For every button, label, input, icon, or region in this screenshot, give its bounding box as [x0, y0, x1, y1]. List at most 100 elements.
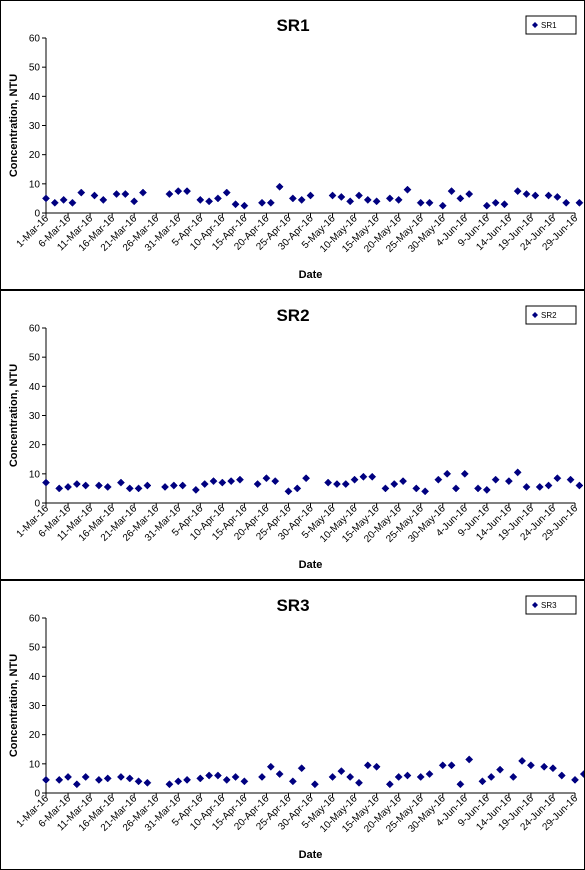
legend-marker [532, 602, 538, 608]
data-point [328, 773, 337, 781]
y-axis-label: Concentration, NTU [8, 364, 20, 467]
data-point [275, 770, 284, 778]
data-point [125, 774, 134, 783]
data-point [288, 194, 297, 203]
data-point [275, 182, 284, 191]
legend-label: SR1 [541, 21, 557, 30]
data-point [94, 775, 103, 784]
x-axis-label: Date [299, 849, 323, 861]
data-point [77, 188, 86, 197]
data-point [297, 195, 306, 204]
data-point [465, 190, 474, 198]
data-point [522, 483, 531, 491]
data-point [456, 780, 465, 789]
data-point [266, 198, 275, 207]
data-point [169, 481, 178, 490]
data-point [531, 191, 540, 200]
data-point [236, 475, 244, 484]
y-tick-label: 30 [29, 701, 41, 712]
data-point [355, 778, 363, 787]
data-point [478, 777, 487, 786]
data-point [421, 487, 430, 496]
data-point [491, 475, 500, 484]
data-point [68, 198, 77, 207]
x-axis-label: Date [299, 559, 323, 571]
data-point [240, 777, 249, 786]
data-point [372, 762, 381, 771]
data-point [112, 190, 121, 198]
data-point [482, 485, 491, 494]
data-point [425, 770, 434, 778]
chart-sr1: SR101020304050601-Mar-166-Mar-1611-Mar-1… [8, 15, 584, 281]
data-point [337, 193, 346, 201]
data-point [518, 756, 527, 765]
data-point [412, 484, 421, 493]
data-point [535, 483, 544, 491]
y-tick-label: 50 [29, 353, 41, 364]
data-point [258, 773, 266, 781]
data-point [509, 773, 518, 781]
data-point [372, 197, 381, 206]
data-point [416, 773, 425, 781]
data-point [359, 472, 368, 481]
legend-box [525, 305, 577, 325]
data-point [209, 477, 218, 486]
data-point [579, 770, 584, 778]
data-point [557, 771, 566, 780]
data-point [196, 195, 205, 204]
y-tick-label: 0 [34, 499, 40, 510]
data-point [227, 477, 236, 486]
chart-panel-sr2: SR2 0 10 20 30 40 50 60 1-Mar-16 6-Mar-16 11-Mar-1… [0, 290, 585, 580]
data-point [350, 475, 359, 484]
data-point [213, 194, 222, 203]
chart-sr3: SR301020304050601-Mar-166-Mar-1611-Mar-1… [8, 595, 584, 861]
data-point [575, 481, 584, 490]
data-point [385, 194, 394, 203]
data-point [72, 780, 81, 789]
data-point [165, 190, 174, 198]
data-point [134, 484, 143, 493]
data-point [332, 480, 341, 488]
data-point [399, 477, 408, 486]
data-point [526, 761, 535, 770]
data-point [403, 771, 412, 780]
data-point [130, 197, 139, 206]
data-point [55, 484, 64, 493]
data-point [50, 198, 59, 207]
data-point [183, 187, 192, 196]
y-tick-label: 10 [29, 469, 41, 480]
data-point [262, 474, 271, 483]
data-point [64, 483, 72, 491]
data-point [81, 481, 90, 490]
data-point [42, 775, 50, 784]
data-point [116, 478, 125, 487]
data-point [90, 191, 99, 200]
data-point [447, 761, 456, 770]
data-point [302, 474, 311, 483]
data-point [213, 771, 222, 780]
legend-marker [532, 22, 538, 28]
data-point [134, 777, 143, 786]
y-tick-label: 10 [29, 759, 41, 770]
data-point [544, 191, 553, 200]
y-tick-label: 10 [29, 179, 41, 190]
y-tick-label: 40 [29, 672, 41, 683]
data-point [482, 201, 491, 210]
data-point [394, 195, 403, 204]
data-point [205, 197, 214, 206]
data-point [394, 773, 403, 781]
data-point [178, 481, 187, 490]
data-point [103, 774, 112, 783]
data-point [355, 191, 363, 200]
data-point [94, 481, 103, 490]
data-point [42, 194, 50, 203]
y-tick-label: 50 [29, 643, 41, 654]
data-point [368, 472, 377, 481]
legend-label: SR3 [541, 601, 557, 610]
data-point [500, 200, 509, 209]
data-point [438, 201, 447, 210]
data-point [571, 775, 579, 784]
data-point [200, 480, 209, 488]
data-point [390, 480, 399, 488]
data-point [240, 201, 249, 210]
